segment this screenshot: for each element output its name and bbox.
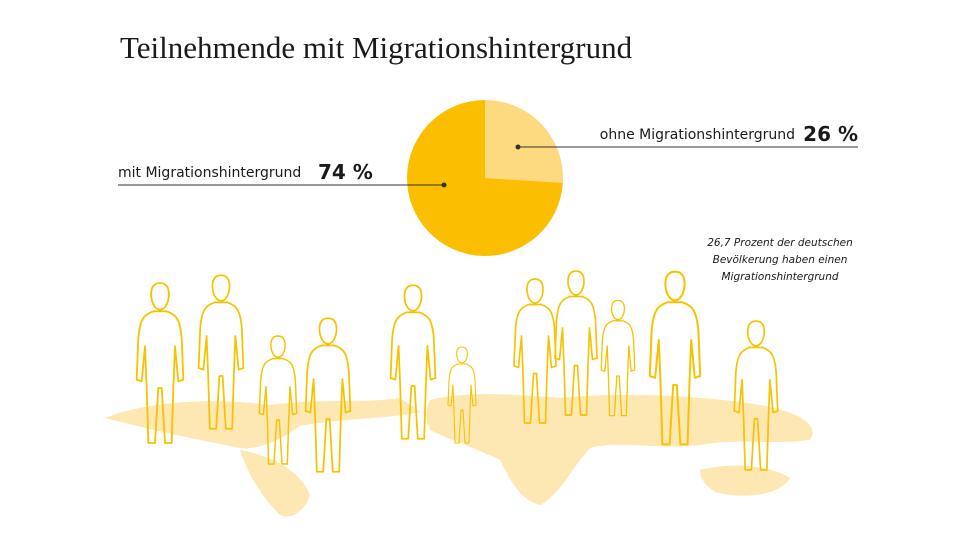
annotation-line: Bevölkerung haben einen (713, 254, 848, 266)
annotation: 26,7 Prozent der deutschen Bevölkerung h… (707, 237, 853, 283)
person (554, 270, 598, 416)
annotation-line: Migrationshintergrund (721, 271, 838, 283)
pie (407, 100, 563, 256)
value-label: 26 % (803, 122, 858, 146)
chart-title: Teilnehmende mit Migrationshintergrund (120, 30, 633, 65)
slice-label: mit Migrationshintergrund (118, 165, 301, 181)
world-map (105, 394, 813, 517)
slice-label: ohne Migrationshintergrund (600, 127, 795, 143)
person (304, 317, 352, 473)
pie-slice (485, 100, 563, 183)
pie-slice (407, 100, 563, 256)
person (733, 320, 779, 471)
slice-labels: ohne Migrationshintergrund 26 % mit Migrat… (118, 122, 858, 188)
annotation-line: 26,7 Prozent der deutschen (707, 237, 853, 249)
value-label: 74 % (318, 160, 373, 184)
